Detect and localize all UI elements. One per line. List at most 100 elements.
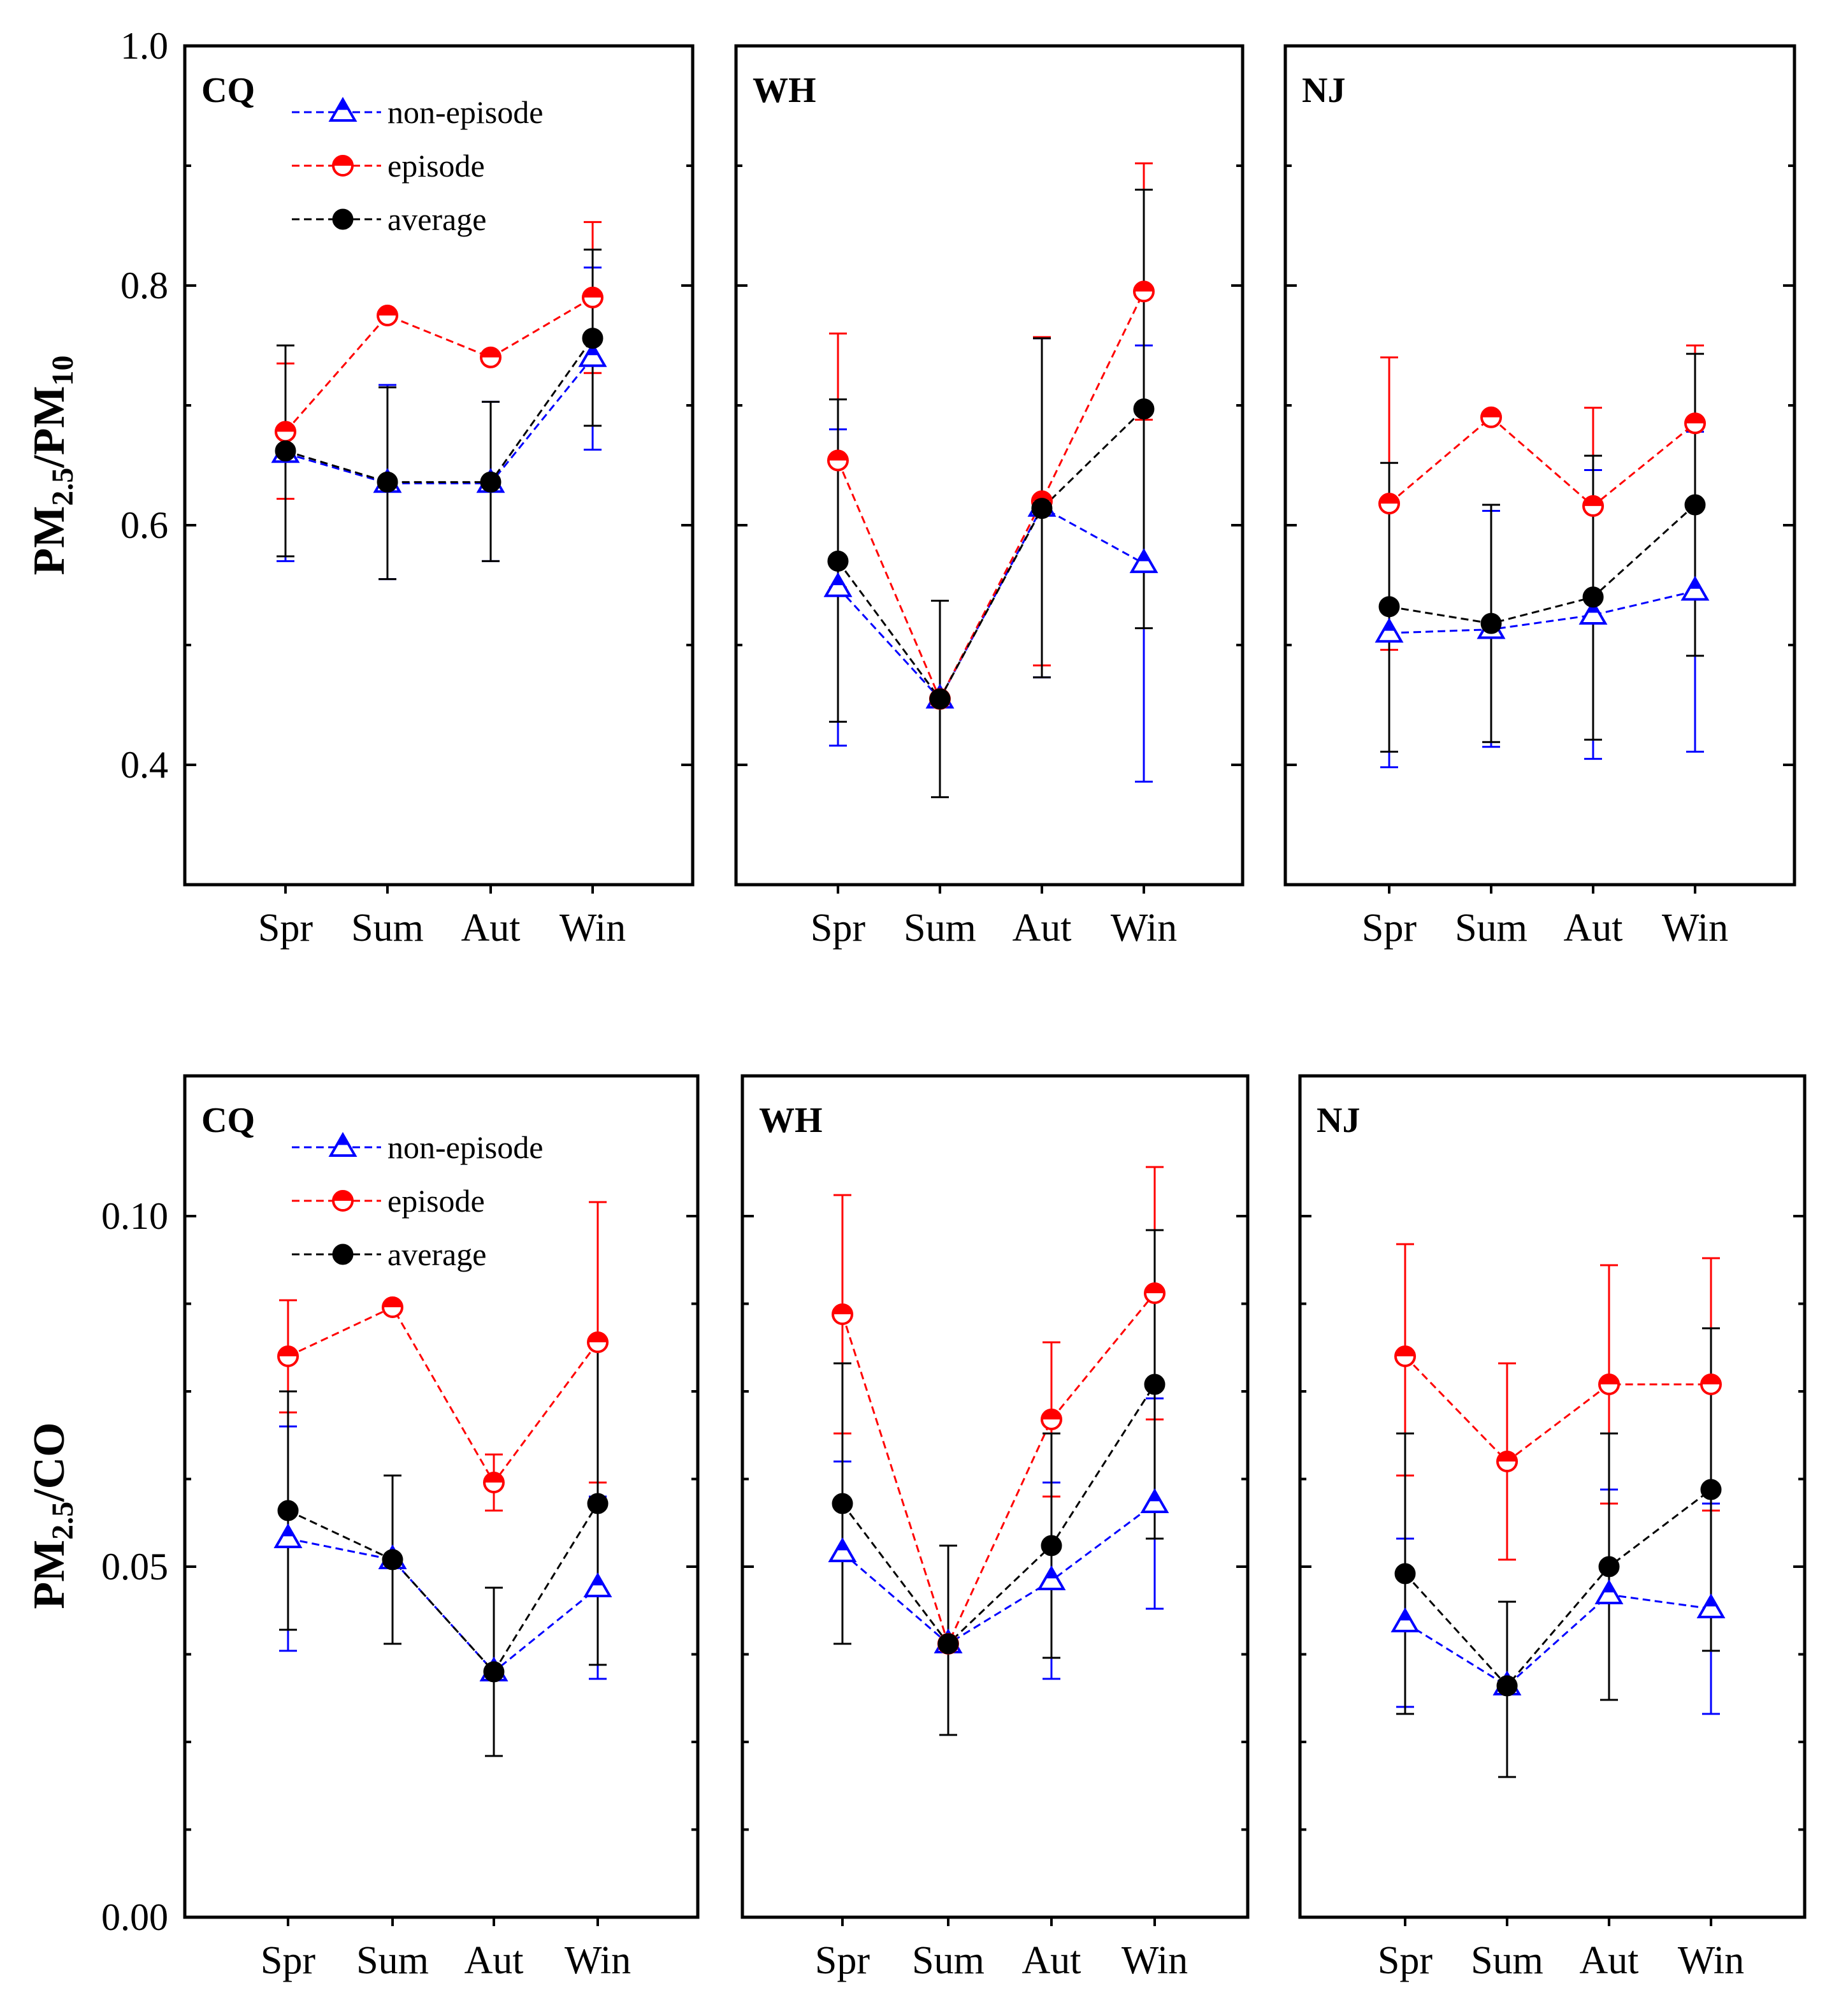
- data-point-non-episode-fill: [591, 1575, 604, 1586]
- series-average: [1396, 1327, 1720, 1778]
- plot-frame: [740, 1074, 1250, 1919]
- series-line: [287, 1537, 598, 1674]
- chart-row-bottom: PM2.5/CO 0.00 0.05 0.10 Spr Sum Aut Win CQ non-ep…: [25, 1074, 1807, 1982]
- series-episode: [277, 221, 602, 500]
- series-line: [1404, 1593, 1712, 1687]
- series-episode: [829, 162, 1153, 702]
- series-line: [842, 1502, 1155, 1645]
- markers-episode: [832, 1282, 1166, 1655]
- x-tick-label-sum: Sum: [351, 906, 424, 950]
- data-point-non-episode: [1140, 1488, 1169, 1513]
- markers-average: [832, 1374, 1166, 1655]
- data-point-non-episode-fill: [832, 574, 844, 586]
- data-point-episode-fill: [1482, 407, 1501, 417]
- legend-marker-average: [332, 1244, 354, 1265]
- data-point-non-episode-fill: [1045, 1568, 1058, 1579]
- legend-marker-non-episode: [328, 1131, 357, 1157]
- data-point-non-episode: [583, 1572, 612, 1597]
- legend-marker-non-episode-fill: [336, 1135, 349, 1145]
- data-point-episode-fill: [828, 451, 848, 461]
- data-point-non-episode: [1390, 1607, 1420, 1632]
- plot-frame: [1298, 1074, 1807, 1919]
- data-point-non-episode: [823, 572, 853, 597]
- x-tick-label-sum: Sum: [1471, 1939, 1543, 1982]
- data-point-average: [1394, 1563, 1416, 1585]
- x-tick-label-aut: Aut: [1564, 906, 1623, 950]
- data-point-average: [1480, 613, 1502, 634]
- markers-average: [827, 398, 1155, 710]
- legend-marker-episode-fill: [333, 156, 352, 166]
- series-non-episode: [829, 337, 1153, 783]
- markers-non-episode: [271, 342, 607, 493]
- series-non-episode: [834, 1397, 1164, 1680]
- legend-marker-episode-fill: [333, 1191, 352, 1201]
- markers-episode: [277, 1296, 609, 1493]
- plot-frame: [1283, 44, 1796, 887]
- legend-marker-non-episode: [328, 96, 357, 122]
- series-average: [834, 1229, 1164, 1736]
- series-line: [837, 291, 1145, 702]
- data-point-episode-fill: [1599, 1375, 1619, 1384]
- markers-episode: [1394, 1345, 1722, 1472]
- series-line: [1404, 1488, 1712, 1688]
- data-point-non-episode: [1696, 1593, 1726, 1618]
- data-point-average: [587, 1493, 609, 1514]
- data-point-episode-fill: [583, 287, 602, 298]
- data-point-average: [937, 1633, 959, 1655]
- data-point-episode-fill: [383, 1298, 402, 1307]
- panel-wh-top: Spr Sum Aut Win WH: [734, 44, 1245, 950]
- data-point-non-episode: [1680, 576, 1710, 601]
- x-tick-label-aut: Aut: [461, 906, 521, 950]
- x-tick-label-spr: Spr: [1378, 1939, 1433, 1982]
- data-point-episode-fill: [1032, 491, 1051, 502]
- x-tick-label-spr: Spr: [261, 1939, 315, 1982]
- legend-label-episode: episode: [387, 148, 485, 184]
- panel-site-label: CQ: [201, 1101, 255, 1140]
- data-point-episode-fill: [484, 1473, 503, 1483]
- data-point-non-episode-fill: [1137, 551, 1150, 562]
- y-tick-label: 0.8: [120, 265, 168, 307]
- x-tick-label-win: Win: [559, 906, 626, 950]
- panel-nj-bottom: Spr Sum Aut Win NJ: [1298, 1074, 1807, 1982]
- panel-cq-bottom: 0.00 0.05 0.10 Spr Sum Aut Win CQ non-episode epi…: [101, 1074, 700, 1982]
- y-axis-title: PM2.5/CO: [25, 1422, 80, 1609]
- series-line: [287, 1503, 599, 1674]
- data-point-average: [929, 688, 951, 710]
- markers-average: [277, 1493, 609, 1683]
- panel-site-label: WH: [753, 71, 816, 110]
- data-point-non-episode: [578, 342, 607, 367]
- data-point-non-episode-fill: [1603, 1582, 1615, 1593]
- x-tick-label-sum: Sum: [904, 906, 976, 950]
- data-point-average: [483, 1661, 505, 1683]
- y-tick-label: 0.05: [101, 1546, 168, 1588]
- y-tick-label: 0.4: [120, 744, 168, 786]
- panel-site-label: NJ: [1302, 71, 1345, 110]
- data-point-non-episode-fill: [1399, 1610, 1411, 1621]
- data-point-episode-fill: [378, 306, 397, 315]
- data-point-average: [582, 328, 603, 349]
- markers-episode: [275, 286, 603, 443]
- plot-frame: [183, 44, 695, 887]
- data-point-episode-fill: [1396, 1347, 1415, 1356]
- data-point-episode-fill: [1145, 1284, 1164, 1293]
- panel-site-label: WH: [759, 1101, 823, 1140]
- series-average: [1380, 352, 1704, 753]
- series-line: [287, 1306, 599, 1484]
- x-tick-label-spr: Spr: [258, 906, 313, 950]
- data-point-episode-fill: [1686, 414, 1705, 424]
- series-line: [1389, 590, 1696, 634]
- series-average: [829, 189, 1153, 799]
- data-point-average: [1700, 1479, 1722, 1500]
- markers-non-episode: [828, 1488, 1169, 1653]
- chart-row-top: PM2.5/PM10 0.4 0.6 0.8 1.0 Spr Sum Aut Win CQ non-…: [25, 25, 1796, 950]
- y-tick-label: 0.10: [101, 1195, 168, 1237]
- series-episode: [1396, 1243, 1720, 1561]
- data-point-non-episode-fill: [1148, 1491, 1161, 1502]
- x-tick-label-aut: Aut: [1022, 1939, 1081, 1982]
- data-point-average: [1031, 498, 1053, 519]
- legend-label-average: average: [387, 1237, 486, 1272]
- x-tick-label-spr: Spr: [815, 1939, 870, 1982]
- data-point-non-episode: [1375, 618, 1404, 643]
- x-tick-label-spr: Spr: [1362, 906, 1417, 950]
